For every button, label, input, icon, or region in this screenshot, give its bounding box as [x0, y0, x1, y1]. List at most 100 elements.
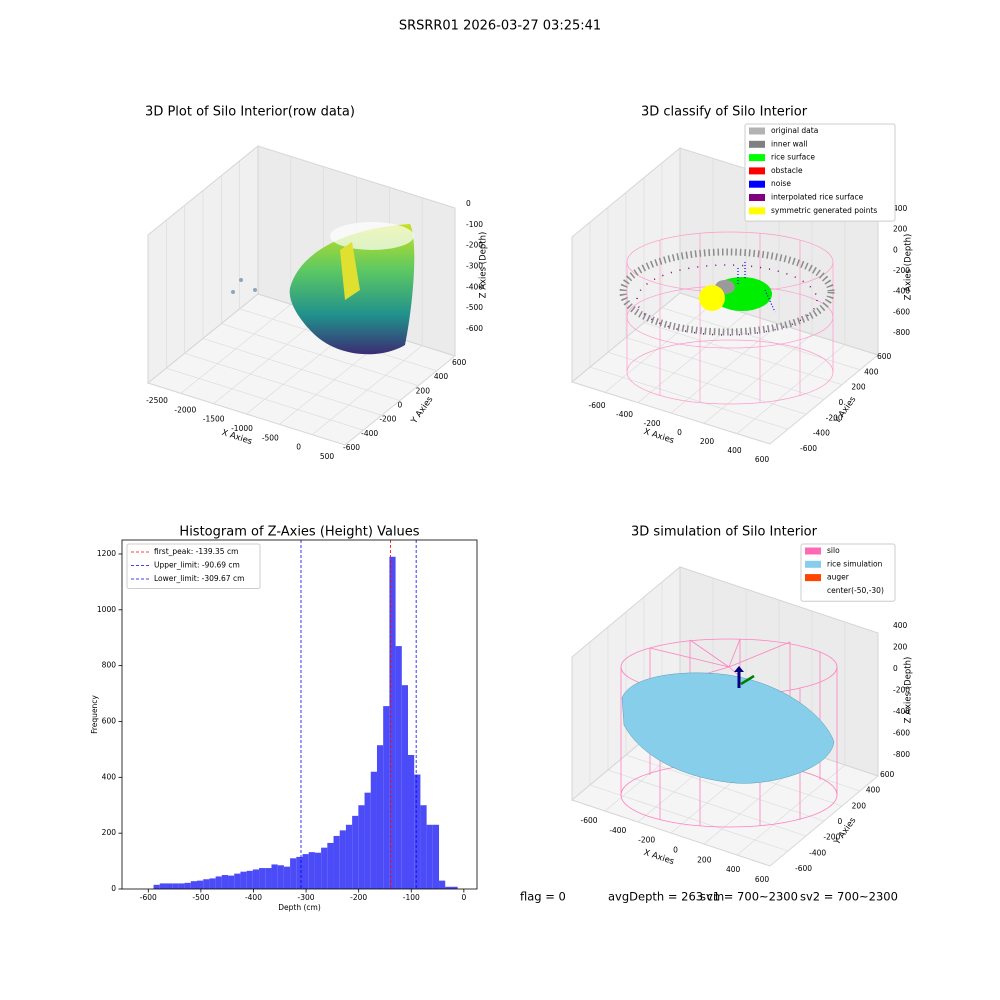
bar — [215, 876, 222, 889]
z-tick-label: 0 — [466, 199, 471, 208]
legend-label: first_peak: -139.35 cm — [154, 547, 238, 556]
legend-swatch — [749, 207, 765, 215]
legend-label: rice surface — [771, 153, 815, 162]
y-tick-label: 600 — [880, 770, 895, 779]
z-tick-label: -600 — [893, 729, 910, 738]
pane-grid — [589, 642, 789, 852]
z-tick-label: -300 — [466, 262, 483, 271]
x-tick-label: -600 — [140, 893, 157, 902]
x-tick-label: -300 — [298, 893, 315, 902]
x-tick-label: -600 — [580, 816, 597, 825]
legend-box — [800, 543, 896, 602]
chart-title: 3D Plot of Silo Interior(row data) — [145, 105, 355, 120]
y-tick-label: 0 — [111, 884, 116, 893]
z-tick-label: 200 — [893, 225, 908, 234]
bar — [240, 871, 247, 889]
legend-swatch — [749, 140, 765, 148]
bar — [190, 881, 197, 889]
z-tick-label: -400 — [893, 707, 910, 716]
chart-title: 3D classify of Silo Interior — [641, 105, 808, 120]
y-axis-label: Y Axies — [832, 815, 859, 847]
point-clouds — [231, 222, 838, 828]
x-tick-label: -600 — [588, 401, 605, 410]
bar — [228, 875, 235, 889]
x-axis-label: X Axies — [642, 848, 675, 867]
bar — [420, 805, 427, 889]
x-tick-label: 600 — [755, 875, 770, 884]
y-tick-label: -600 — [800, 444, 817, 453]
y-axis-label: Frequency — [90, 695, 99, 734]
y-tick-label: -400 — [813, 429, 830, 438]
y-tick-label: 200 — [102, 828, 117, 837]
legend-label: symmetric generated points — [771, 206, 877, 215]
x-tick-label: 500 — [320, 452, 335, 461]
legend-swatch — [749, 167, 765, 175]
bar — [383, 706, 390, 889]
axes-layer: 3D Plot of Silo Interior(row data)-2500-… — [90, 105, 914, 913]
bar — [426, 824, 433, 889]
bar — [395, 646, 402, 889]
x-tick-label: -2000 — [174, 405, 196, 414]
z-axis-label: Z Axies (Depth) — [479, 232, 489, 299]
legend-label: center(-50,-30) — [827, 586, 884, 595]
bar — [302, 854, 309, 889]
y-tick-label: -400 — [809, 848, 826, 857]
footer-sv2: sv2 = 700~2300 — [800, 890, 898, 904]
x-tick-label: -400 — [616, 410, 633, 419]
y-tick-label: 1200 — [97, 549, 116, 558]
figure-title: SRSRR01 2026-03-27 03:25:41 — [399, 19, 601, 34]
y-tick-label: 600 — [452, 358, 467, 367]
bar — [271, 864, 278, 889]
y-tick-label: 0 — [838, 817, 843, 826]
z-tick-label: -100 — [466, 220, 483, 229]
y-axis-label: Y Axies — [409, 394, 436, 426]
footer-sv1: sv1 = 700~2300 — [700, 890, 798, 904]
bar — [196, 880, 204, 889]
bar — [283, 866, 291, 889]
x-tick-label: -200 — [638, 836, 655, 845]
bar — [209, 878, 216, 889]
x-tick-label: -400 — [245, 893, 262, 902]
z-tick-label: 200 — [893, 643, 908, 652]
bar — [352, 815, 359, 889]
bar — [178, 883, 185, 889]
bar — [159, 883, 166, 889]
pane-grid — [736, 622, 846, 856]
x-tick-label: -100 — [403, 893, 420, 902]
x-axis-label: Depth (cm) — [278, 903, 321, 912]
bar — [364, 792, 371, 889]
y-tick-label: -200 — [379, 415, 396, 424]
z-tick-label: -500 — [466, 303, 483, 312]
bar — [407, 754, 415, 889]
bar — [246, 870, 253, 889]
legend-box — [126, 543, 261, 589]
x-tick-label: 0 — [296, 443, 301, 452]
plot-frame — [121, 539, 478, 890]
bar — [184, 882, 191, 889]
z-tick-label: -600 — [466, 324, 483, 333]
y-tick-label: 800 — [102, 661, 117, 670]
legend-swatch — [749, 180, 765, 188]
y-tick-label: 600 — [877, 352, 892, 361]
z-tick-label: 400 — [893, 204, 908, 213]
x-tick-label: -1000 — [231, 424, 253, 433]
legend-label: noise — [771, 179, 791, 188]
z-axis-label: Z Axies (Depth) — [904, 657, 914, 724]
bar — [333, 835, 340, 889]
y-tick-label: 400 — [864, 367, 879, 376]
y-tick-label: 0 — [839, 398, 844, 407]
legend-label: original data — [771, 126, 818, 135]
x-tick-label: 200 — [697, 855, 712, 864]
y-tick-label: 600 — [102, 716, 117, 725]
bar — [314, 852, 322, 889]
bar — [401, 685, 408, 889]
chart-title: Histogram of Z-Axies (Height) Values — [179, 525, 419, 540]
z-tick-label: -800 — [893, 328, 910, 337]
y-axis-label: Y Axies — [832, 394, 859, 426]
bar — [296, 856, 303, 889]
z-tick-label: -600 — [893, 307, 910, 316]
bar — [445, 886, 452, 889]
z-tick-label: 400 — [893, 621, 908, 630]
x-tick-label: 400 — [727, 446, 742, 455]
